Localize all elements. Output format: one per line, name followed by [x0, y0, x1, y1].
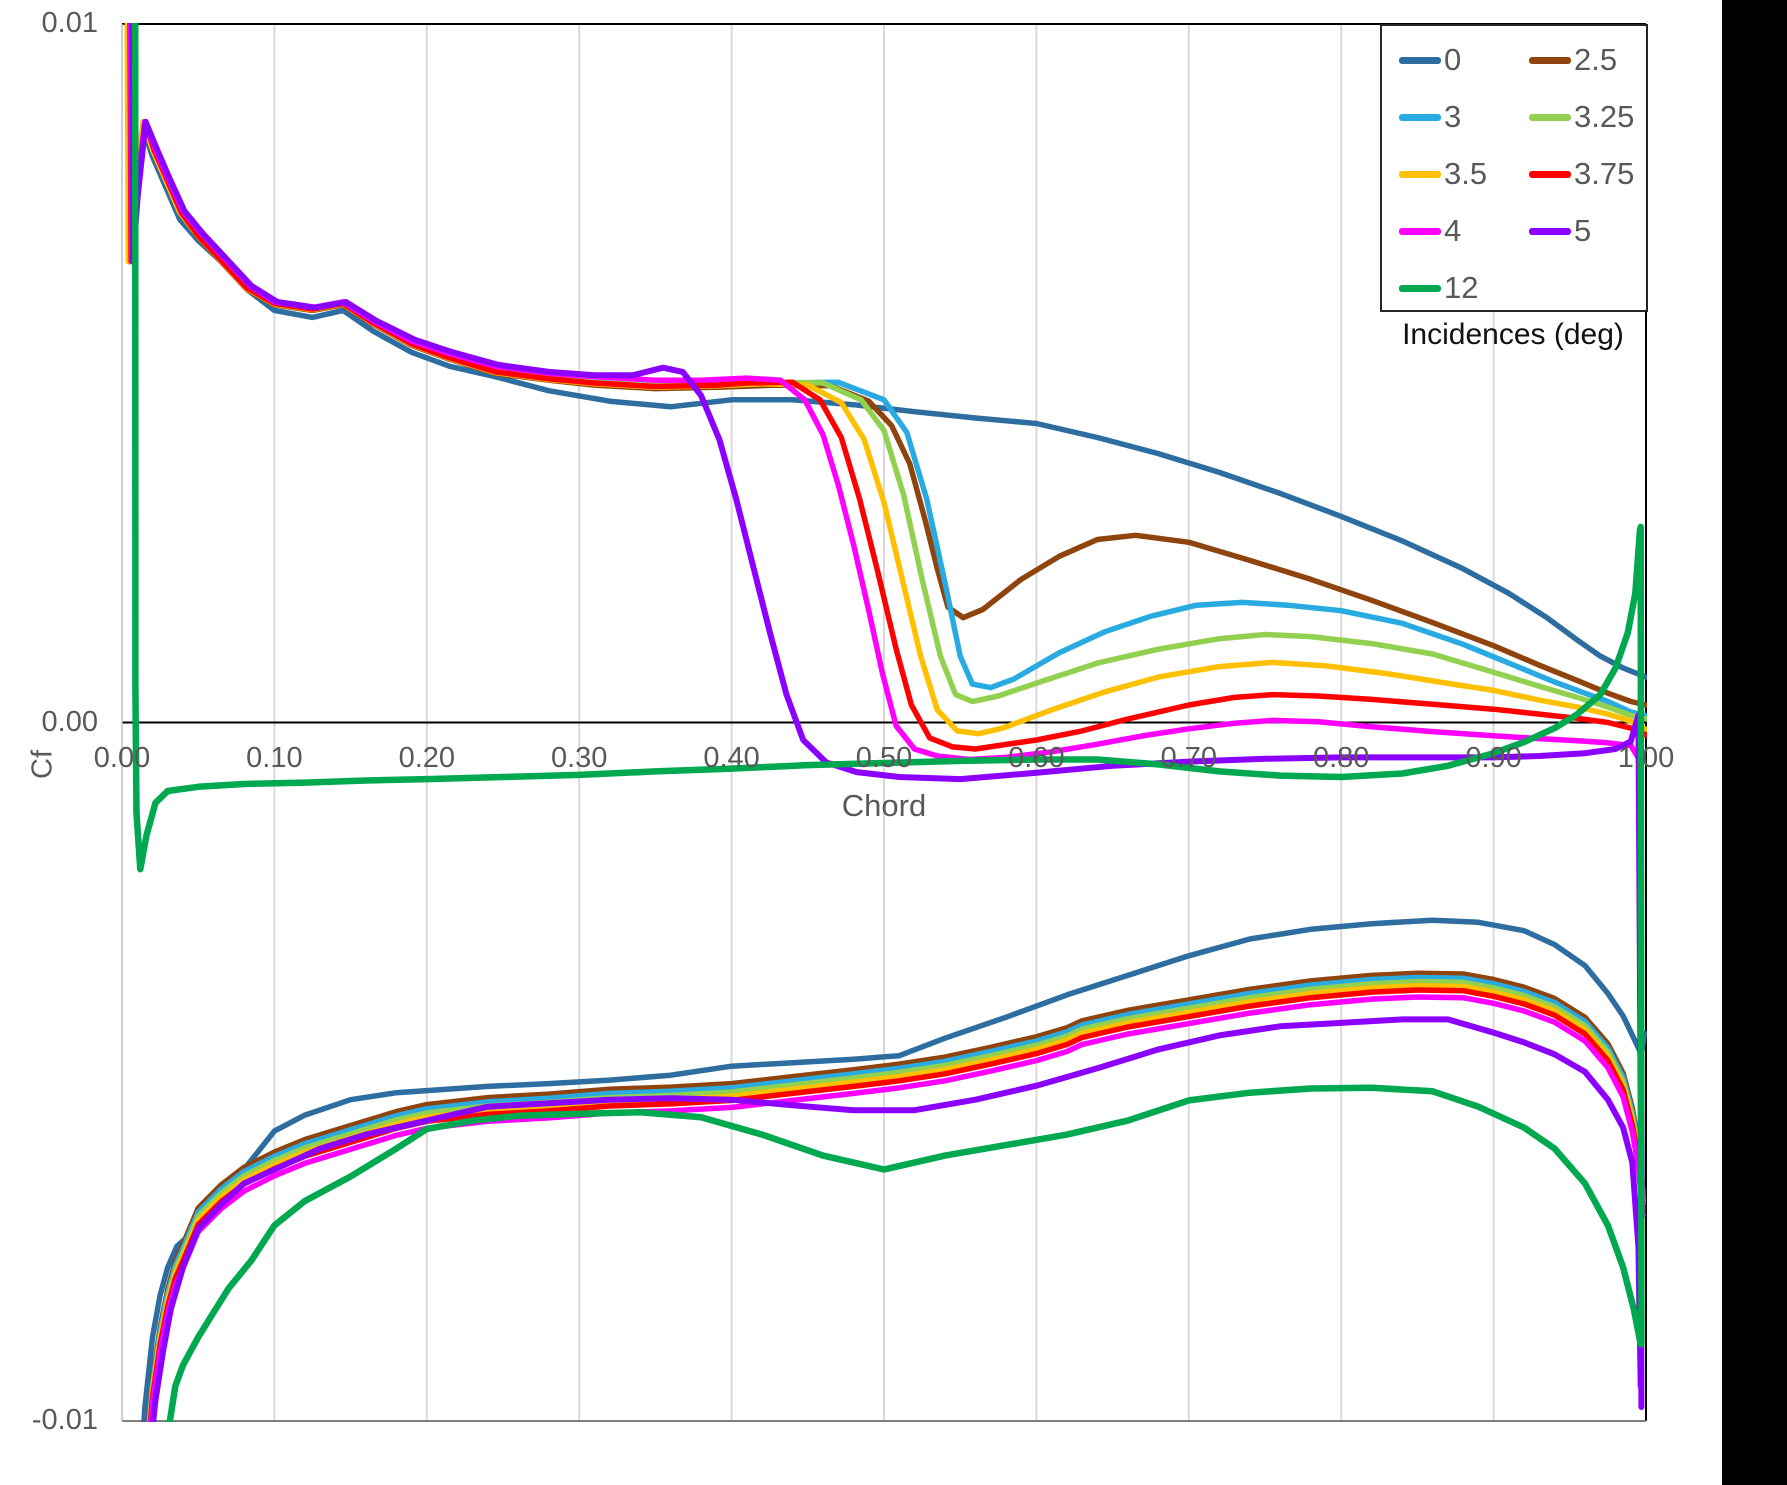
- legend-swatch-icon: [1399, 113, 1441, 121]
- legend: 0 2.5 3 3.25 3.5 3.75 4 5 12: [1380, 24, 1648, 312]
- x-tick-label-0.90: 0.90: [1465, 742, 1522, 774]
- y-tick-label-0.01: 0.01: [41, 7, 98, 39]
- series-2.5-lower-line: [146, 970, 1646, 1422]
- x-tick-label-1.00: 1.00: [1617, 742, 1675, 774]
- x-tick-label-0.20: 0.20: [398, 742, 456, 774]
- series-curves: [124, 23, 1647, 1422]
- legend-title: Incidences (deg): [1402, 318, 1624, 351]
- series-0-lower-line: [141, 917, 1647, 1422]
- legend-item-3: 3: [1399, 97, 1461, 137]
- y-tick-label-0.00: 0.00: [41, 705, 98, 738]
- x-tick-label-0.30: 0.30: [550, 742, 608, 774]
- legend-swatch-icon: [1399, 56, 1441, 64]
- legend-item-4: 4: [1399, 211, 1461, 251]
- series-3-lower-line: [146, 974, 1646, 1422]
- legend-item-label: 3.25: [1574, 99, 1635, 134]
- series-0-upper-line: [124, 23, 1647, 680]
- x-tick-label-0.50: 0.50: [855, 742, 913, 774]
- legend-swatch-icon: [1399, 284, 1441, 292]
- legend-item-label: 0: [1444, 42, 1462, 77]
- legend-item-12: 12: [1399, 268, 1478, 308]
- legend-item-3.75: 3.75: [1529, 154, 1634, 194]
- legend-item-label: 2.5: [1574, 42, 1618, 77]
- legend-swatch-icon: [1529, 170, 1571, 178]
- y-axis-title: Cf: [26, 750, 59, 779]
- screen-edge-black-strip: [1722, 0, 1787, 1485]
- series-5-upper-line: [128, 23, 1645, 1410]
- legend-swatch-icon: [1399, 170, 1441, 178]
- x-tick-label-0.10: 0.10: [246, 742, 303, 774]
- legend-item-label: 4: [1444, 213, 1462, 248]
- x-tick-label-0.70: 0.70: [1160, 742, 1218, 774]
- legend-item-label: 12: [1444, 270, 1479, 305]
- legend-item-label: 3.5: [1444, 156, 1488, 191]
- series-3.5-lower-line: [147, 983, 1646, 1422]
- series-3.75-upper-line: [127, 23, 1647, 752]
- legend-item-3.25: 3.25: [1529, 97, 1634, 137]
- legend-swatch-icon: [1529, 113, 1571, 121]
- x-tick-label-0.00: 0.00: [93, 742, 151, 774]
- legend-item-3.5: 3.5: [1399, 154, 1487, 194]
- x-axis-title: Chord: [841, 788, 927, 823]
- series-12-lower-line: [166, 1084, 1644, 1422]
- x-tick-label-0.40: 0.40: [703, 742, 760, 774]
- series-5-lower-line: [150, 1016, 1644, 1422]
- legend-item-label: 3.75: [1574, 156, 1635, 191]
- series-12-upper-line: [131, 23, 1645, 1348]
- legend-swatch-icon: [1529, 227, 1571, 235]
- x-tick-label-0.60: 0.60: [1008, 742, 1065, 774]
- y-tick-label--0.01: -0.01: [31, 1404, 98, 1436]
- x-tick-label-0.80: 0.80: [1312, 742, 1370, 774]
- legend-item-label: 3: [1444, 99, 1462, 134]
- legend-item-2.5: 2.5: [1529, 40, 1617, 80]
- legend-swatch-icon: [1399, 227, 1441, 235]
- legend-swatch-icon: [1529, 56, 1571, 64]
- legend-item-5: 5: [1529, 211, 1591, 251]
- legend-item-0: 0: [1399, 40, 1461, 80]
- legend-item-label: 5: [1574, 213, 1592, 248]
